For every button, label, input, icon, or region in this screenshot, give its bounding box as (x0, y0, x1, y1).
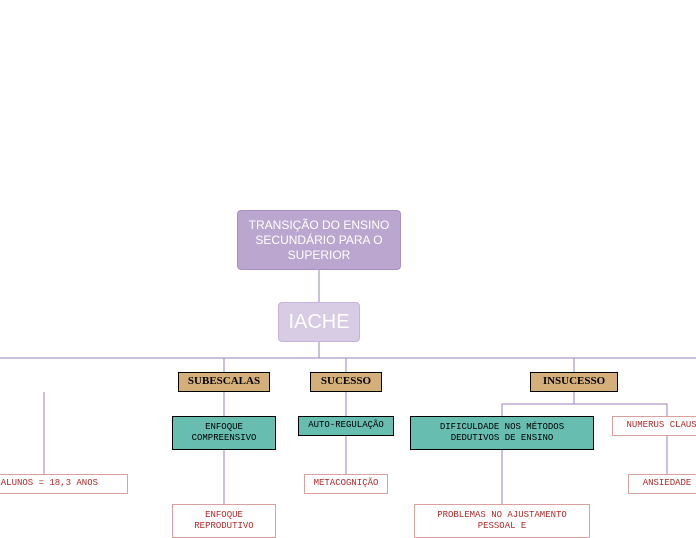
node-label: IACHE (288, 310, 349, 335)
edge (574, 392, 667, 416)
node-label: ENFOQUE COMPREENSIVO (179, 422, 269, 445)
node-label: SUCESSO (321, 375, 371, 389)
node-label: METACOGNIÇÃO (314, 478, 379, 489)
node-label: AUTO-REGULAÇÃO (308, 420, 384, 431)
node-sucesso: SUCESSO (310, 372, 382, 392)
node-root: TRANSIÇÃO DO ENSINO SECUNDÁRIO PARA O SU… (237, 210, 401, 270)
node-label: ANSIEDADE (643, 478, 692, 489)
node-numerus: NUMERUS CLAUSUS (612, 416, 696, 436)
node-label: TRANSIÇÃO DO ENSINO SECUNDÁRIO PARA O SU… (244, 218, 394, 263)
node-label: INSUCESSO (543, 375, 605, 389)
node-metacog: METACOGNIÇÃO (304, 474, 388, 494)
edge (319, 342, 346, 372)
edge (319, 342, 574, 372)
node-insucesso: INSUCESSO (530, 372, 618, 392)
node-problemas: PROBLEMAS NO AJUSTAMENTO PESSOAL E (414, 504, 590, 538)
node-subescalas: SUBESCALAS (178, 372, 270, 392)
edge (319, 342, 696, 372)
node-dificuldade: DIFICULDADE NOS MÉTODOS DEDUTIVOS DE ENS… (410, 416, 594, 450)
node-ansiedade: ANSIEDADE (628, 474, 696, 494)
node-auto_reg: AUTO-REGULAÇÃO (298, 416, 394, 436)
node-label: SUBESCALAS (188, 375, 260, 389)
node-enfoque_rep: ENFOQUE REPRODUTIVO (172, 504, 276, 538)
node-label: A ALUNOS = 18,3 ANOS (0, 478, 98, 489)
edge (224, 342, 319, 372)
node-label: PROBLEMAS NO AJUSTAMENTO PESSOAL E (421, 510, 583, 533)
node-label: ENFOQUE REPRODUTIVO (179, 510, 269, 533)
node-enfoque_comp: ENFOQUE COMPREENSIVO (172, 416, 276, 450)
node-label: DIFICULDADE NOS MÉTODOS DEDUTIVOS DE ENS… (417, 422, 587, 445)
edge (502, 392, 574, 416)
edge (0, 342, 319, 372)
node-media_alunos: A ALUNOS = 18,3 ANOS (0, 474, 128, 494)
node-label: NUMERUS CLAUSUS (626, 420, 696, 431)
node-iache: IACHE (278, 302, 360, 342)
